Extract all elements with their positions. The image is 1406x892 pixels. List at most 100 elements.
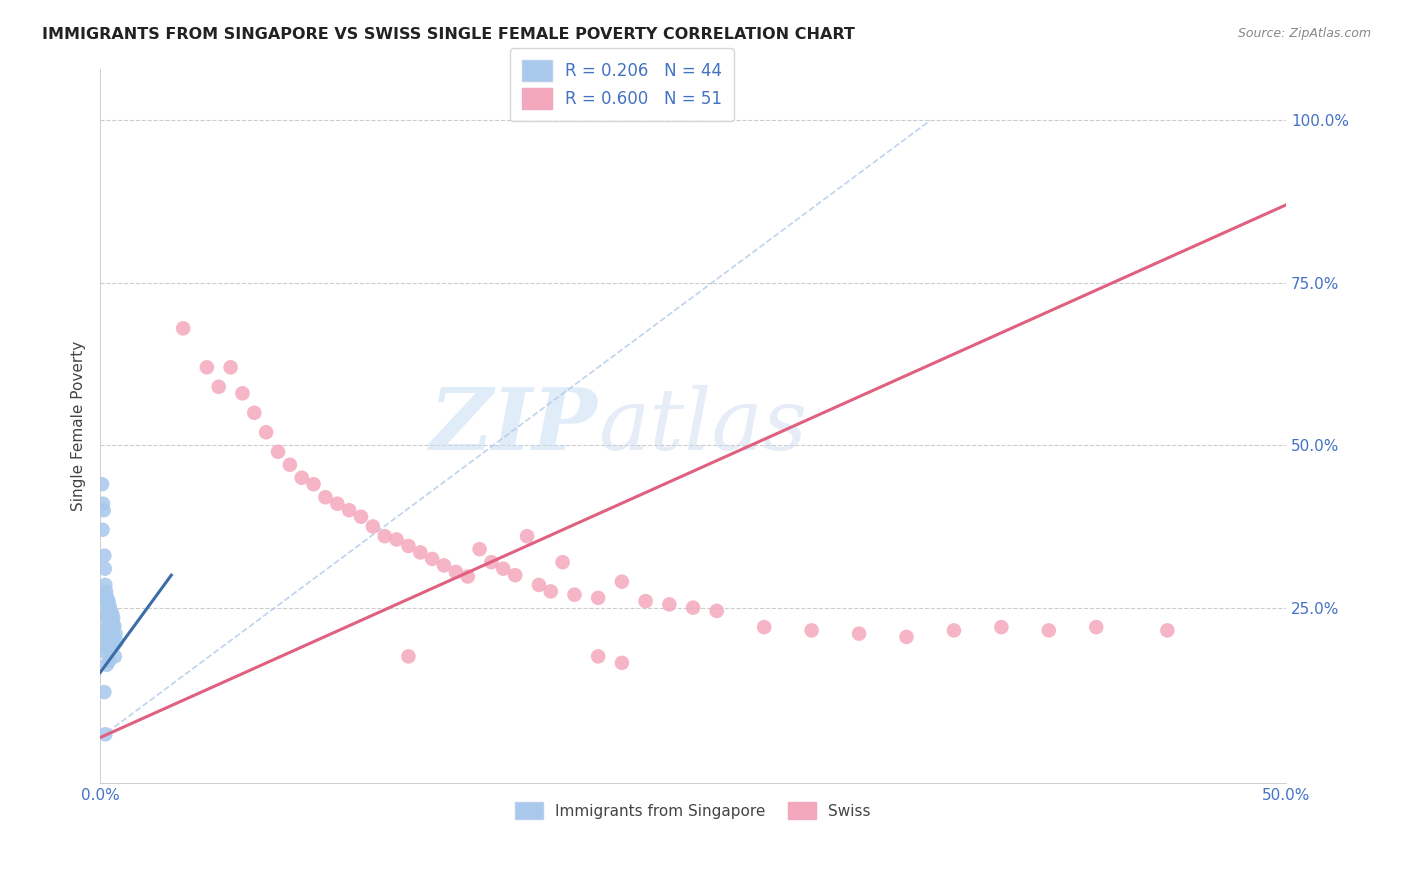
Point	[516, 529, 538, 543]
Point	[848, 626, 870, 640]
Point	[1038, 624, 1060, 638]
Point	[97, 616, 120, 631]
Point	[94, 727, 117, 741]
Point	[103, 638, 125, 652]
Point	[610, 574, 633, 589]
Y-axis label: Single Female Poverty: Single Female Poverty	[72, 341, 86, 511]
Point	[97, 632, 120, 646]
Point	[1085, 620, 1108, 634]
Point	[96, 657, 118, 672]
Point	[409, 545, 432, 559]
Point	[93, 549, 115, 563]
Point	[374, 529, 396, 543]
Point	[278, 458, 301, 472]
Point	[98, 612, 121, 626]
Point	[100, 614, 122, 628]
Point	[101, 630, 124, 644]
Point	[896, 630, 918, 644]
Point	[94, 562, 117, 576]
Point	[231, 386, 253, 401]
Point	[93, 503, 115, 517]
Point	[658, 598, 681, 612]
Point	[385, 533, 408, 547]
Point	[540, 584, 562, 599]
Point	[586, 591, 609, 605]
Point	[97, 625, 120, 640]
Point	[96, 591, 118, 605]
Point	[208, 380, 231, 394]
Point	[91, 477, 114, 491]
Text: Source: ZipAtlas.com: Source: ZipAtlas.com	[1237, 27, 1371, 40]
Point	[104, 626, 127, 640]
Point	[94, 578, 117, 592]
Point	[302, 477, 325, 491]
Point	[93, 685, 115, 699]
Point	[444, 565, 467, 579]
Point	[1156, 624, 1178, 638]
Point	[100, 628, 122, 642]
Point	[586, 649, 609, 664]
Point	[98, 620, 121, 634]
Text: atlas: atlas	[598, 384, 807, 467]
Text: ZIP: ZIP	[430, 384, 598, 467]
Point	[291, 471, 314, 485]
Point	[468, 542, 491, 557]
Point	[481, 555, 503, 569]
Point	[361, 519, 384, 533]
Point	[754, 620, 776, 634]
Point	[105, 634, 128, 648]
Point	[97, 598, 120, 612]
Point	[551, 555, 574, 569]
Point	[564, 588, 586, 602]
Point	[98, 602, 121, 616]
Point	[96, 595, 118, 609]
Point	[610, 656, 633, 670]
Point	[91, 523, 114, 537]
Point	[337, 503, 360, 517]
Point	[101, 615, 124, 629]
Point	[350, 509, 373, 524]
Point	[398, 539, 420, 553]
Point	[101, 610, 124, 624]
Point	[96, 607, 118, 622]
Point	[314, 490, 336, 504]
Point	[503, 568, 526, 582]
Point	[800, 624, 823, 638]
Point	[398, 649, 420, 664]
Point	[990, 620, 1012, 634]
Point	[96, 624, 118, 638]
Point	[243, 406, 266, 420]
Point	[97, 640, 120, 655]
Point	[101, 606, 124, 620]
Point	[682, 600, 704, 615]
Point	[219, 360, 242, 375]
Point	[101, 622, 124, 636]
Point	[527, 578, 550, 592]
Text: IMMIGRANTS FROM SINGAPORE VS SWISS SINGLE FEMALE POVERTY CORRELATION CHART: IMMIGRANTS FROM SINGAPORE VS SWISS SINGL…	[42, 27, 855, 42]
Point	[254, 425, 277, 440]
Point	[94, 584, 117, 599]
Point	[267, 444, 290, 458]
Point	[94, 633, 117, 648]
Point	[98, 654, 121, 668]
Point	[97, 594, 120, 608]
Point	[172, 321, 194, 335]
Point	[457, 569, 479, 583]
Point	[706, 604, 728, 618]
Point	[94, 608, 117, 623]
Point	[93, 588, 115, 602]
Point	[104, 649, 127, 664]
Point	[98, 604, 121, 618]
Point	[492, 562, 515, 576]
Legend: Immigrants from Singapore, Swiss: Immigrants from Singapore, Swiss	[509, 796, 877, 825]
Point	[634, 594, 657, 608]
Point	[942, 624, 965, 638]
Point	[420, 552, 443, 566]
Point	[195, 360, 218, 375]
Point	[100, 636, 122, 650]
Point	[433, 558, 456, 573]
Point	[98, 599, 121, 614]
Point	[91, 497, 114, 511]
Point	[103, 619, 125, 633]
Point	[94, 645, 117, 659]
